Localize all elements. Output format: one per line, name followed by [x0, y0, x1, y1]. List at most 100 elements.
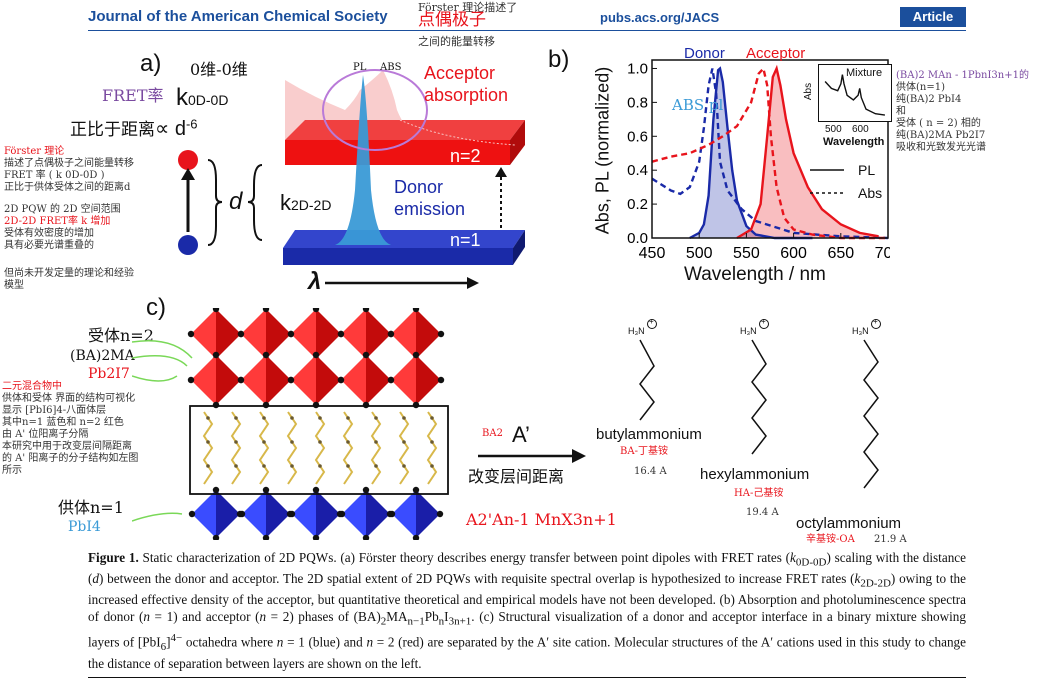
legend-pl: PL [858, 162, 876, 178]
right-note-line: 纯(BA)2 PbI4 [896, 94, 962, 105]
overlap-edge [399, 119, 516, 146]
n2-layer-side [510, 120, 525, 165]
left-note-line: 模型 [4, 280, 24, 291]
y-tick-label: 0.8 [627, 94, 648, 111]
footer-rule [88, 677, 966, 678]
legend-line-icons [810, 169, 844, 194]
legend-donor-label: Donor [684, 45, 725, 62]
right-note-line: 纯(BA)2MA Pb2I7 [896, 130, 986, 141]
spacer-chain [398, 411, 410, 485]
iodide-atom [287, 376, 295, 384]
iodide-atom [262, 486, 270, 494]
ba-length: 16.4 A [634, 466, 667, 477]
n2-layer-front [285, 140, 510, 165]
donor-note: 供体n=1 [58, 498, 124, 517]
n1-octahedron-face [216, 490, 240, 538]
inset-curve [824, 74, 886, 116]
butylammonium-label: butylammonium [596, 426, 702, 443]
proportional-note: 正比于距离∝ d-6 [70, 116, 198, 141]
n2-octahedra [187, 308, 445, 409]
caption-text: Static characterization of 2D PQWs. (a) … [142, 550, 791, 565]
acceptor-dipole [178, 150, 198, 170]
annotation-stroke [132, 375, 178, 382]
iodide-atom [212, 486, 220, 494]
caption-text: 0D-0D [795, 556, 827, 569]
fret-rate-note: FRET率 [102, 86, 164, 105]
prop-note-cn: 正比于距离 [70, 120, 155, 140]
caption-text: I [444, 609, 449, 625]
caption-text: n [438, 615, 445, 628]
lambda-label: λ [308, 268, 322, 295]
caption-text: d [92, 571, 99, 587]
article-badge: Article [900, 7, 966, 27]
iodide-atom [238, 510, 246, 518]
octyl-chain [863, 339, 879, 489]
distance-label: d [229, 188, 243, 215]
n1-octahedron-face [266, 490, 290, 538]
n1-octahedron-face [366, 490, 390, 538]
iodide-atom [338, 510, 346, 518]
journal-url[interactable]: pubs.acs.org/JACS [600, 10, 720, 25]
panel-c-letter: c) [146, 294, 166, 321]
carbon-atom [262, 464, 266, 468]
plot-frame [651, 59, 889, 239]
acceptor-formula-2: Pb2I7 [88, 366, 130, 382]
k0d-symbol: k [176, 84, 188, 111]
carbon-atom [234, 416, 238, 420]
n2-octahedron-face [291, 355, 316, 405]
donor-dipole [178, 235, 198, 255]
carbon-atom [234, 440, 238, 444]
n2-label: n=2 [450, 146, 481, 166]
iodide-atom [212, 308, 220, 313]
left-note-line [4, 194, 184, 204]
iodide-atom [212, 351, 220, 359]
iodide-atom [337, 330, 345, 338]
x-tick-label: 700 [875, 245, 890, 262]
inset-frame [818, 64, 892, 122]
iodide-atom [287, 330, 295, 338]
n2-octahedron-face [366, 309, 391, 359]
iodide-atom [362, 351, 370, 359]
carbon-atom [234, 464, 238, 468]
n2-octahedron-face [391, 355, 416, 405]
right-note-line: 受体 ( n = 2) 相的 [896, 118, 981, 129]
left-note-line: 2D-2D FRET率 k 增加 [4, 216, 111, 227]
n2-octahedron-face [316, 309, 341, 359]
series-fill-0 [689, 68, 813, 238]
n2-octahedron-face [266, 309, 291, 359]
journal-title[interactable]: Journal of the American Chemical Society [88, 8, 388, 25]
caption-text: Pb [424, 609, 439, 625]
n2-octahedron-face [216, 355, 241, 405]
spacer-chain [342, 411, 354, 485]
y-tick-label: 1.0 [627, 60, 648, 77]
spacer-chain [202, 411, 214, 485]
caption-text: n [366, 634, 374, 650]
right-note-line: 和 [896, 106, 906, 117]
caption-text: n−1 [407, 615, 425, 628]
k2d-symbol: k [280, 190, 291, 215]
right-note-line: 吸收和光致发光光谱 [896, 142, 986, 153]
left-note-line: 正比于供体受体之间的距离d [4, 182, 131, 193]
y-tick-label: 0.4 [627, 162, 648, 179]
mixture-note-line: 所示 [2, 465, 22, 476]
general-formula-note: A2'An-1 MnX3n+1 [466, 510, 617, 529]
iodide-atom [412, 486, 420, 494]
inset-tick-500: 500 [825, 124, 842, 135]
iodide-atom [412, 534, 420, 540]
annotation-stroke [132, 512, 183, 522]
y-tick-label: 0.6 [627, 128, 648, 145]
iodide-atom [212, 534, 220, 540]
carbon-atom [290, 416, 294, 420]
carbon-atom [430, 440, 434, 444]
iodide-atom [388, 510, 396, 518]
left-note-line: 但尚未开发定量的理论和经验 [4, 268, 134, 279]
iodide-atom [188, 510, 196, 518]
arrow-head [181, 168, 195, 180]
caption-text: ) between the donor and acceptor. The 2D… [99, 571, 855, 587]
plus-sign: + [873, 317, 878, 326]
n2-octahedron-face [341, 309, 366, 359]
panel-b-letter: b) [548, 46, 570, 73]
cation-arrowhead [572, 449, 586, 463]
left-note-line: 具有必要光谱重叠的 [4, 240, 94, 251]
caption-text: . (c) Structural visualization of a dono… [88, 609, 966, 650]
